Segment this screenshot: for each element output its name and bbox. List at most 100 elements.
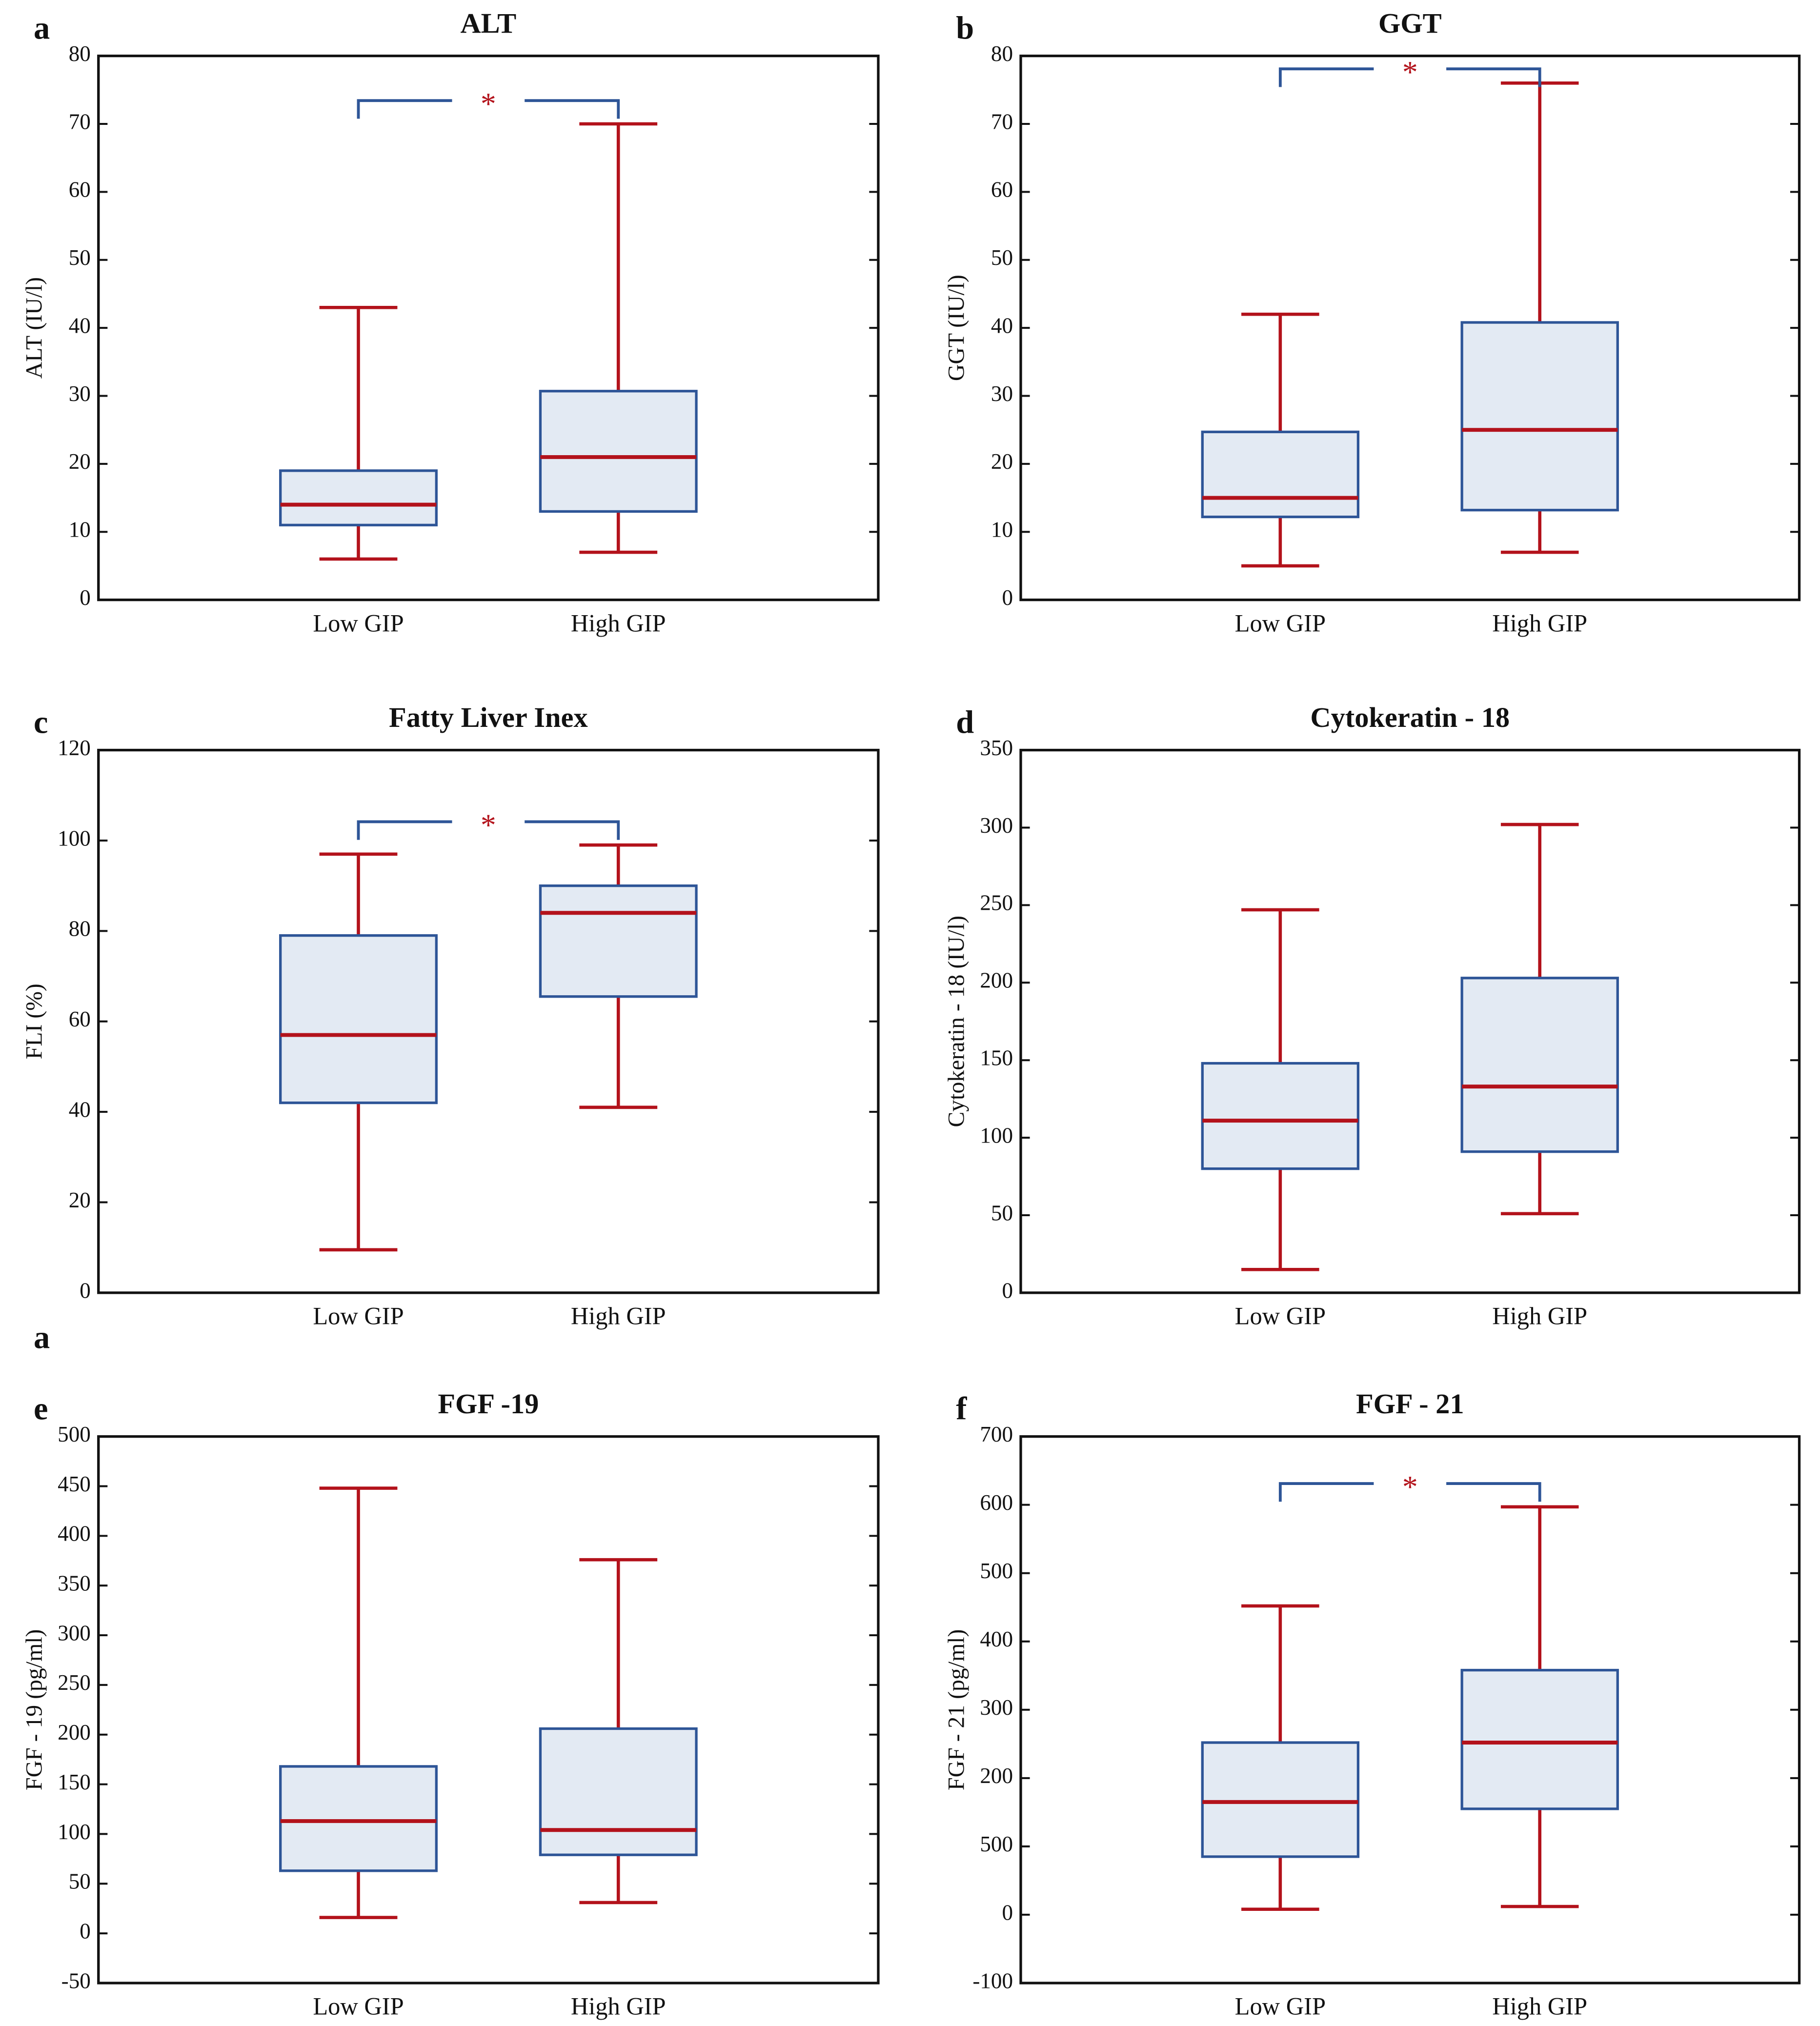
y-tick-label: 700 (980, 1422, 1013, 1446)
y-tick-label: 400 (58, 1522, 91, 1546)
box (279, 1765, 438, 1872)
y-tick-label: 50 (69, 245, 91, 270)
y-tick-label: 0 (80, 1278, 91, 1303)
y-axis-label: Cytokeratin - 18 (IU/l) (944, 916, 970, 1127)
chart-title: Fatty Liver Inex (389, 702, 588, 733)
plot-frame (97, 1435, 880, 1985)
box (1201, 1741, 1360, 1858)
y-tick-label: 500 (980, 1832, 1013, 1856)
y-tick-label: 200 (980, 1764, 1013, 1788)
box (1460, 977, 1619, 1153)
significance-marker: * (1402, 55, 1418, 89)
x-tick-label: High GIP (1492, 1993, 1587, 2020)
x-tick-label: Low GIP (313, 1993, 404, 2020)
significance-marker: * (481, 807, 496, 842)
panel-letter: d (956, 704, 974, 740)
box (1201, 1062, 1360, 1170)
plot-frame (97, 54, 880, 602)
box (539, 390, 698, 513)
x-tick-label: High GIP (1492, 1303, 1587, 1330)
y-tick-label: 200 (58, 1720, 91, 1745)
y-tick-label: 40 (991, 313, 1013, 338)
box (279, 469, 438, 526)
y-tick-label: 50 (991, 1201, 1013, 1225)
box (1460, 321, 1619, 512)
plot-frame (97, 748, 880, 1294)
y-tick-label: 60 (69, 178, 91, 202)
significance-bracket (357, 820, 620, 840)
y-tick-label: 20 (991, 449, 1013, 474)
y-tick-label: 300 (58, 1621, 91, 1645)
box (1460, 1668, 1619, 1810)
y-tick-label: 40 (69, 1098, 91, 1122)
y-tick-label: 30 (69, 381, 91, 406)
y-tick-label: 250 (58, 1670, 91, 1695)
significance-marker: * (1402, 1469, 1418, 1504)
chart-title: FGF - 21 (1356, 1388, 1464, 1420)
y-tick-label: 0 (1002, 1900, 1013, 1925)
y-tick-label: 10 (69, 518, 91, 542)
y-tick-label: 150 (58, 1770, 91, 1794)
y-tick-label: 70 (69, 109, 91, 134)
y-tick-label: 80 (991, 41, 1013, 66)
box (1201, 430, 1360, 519)
y-tick-label: 250 (980, 891, 1013, 915)
y-tick-label: 30 (991, 381, 1013, 406)
y-tick-label: 300 (980, 813, 1013, 838)
y-tick-label: 100 (58, 826, 91, 850)
y-tick-label: 80 (69, 41, 91, 66)
y-tick-label: 100 (58, 1820, 91, 1844)
x-tick-label: Low GIP (1235, 1303, 1326, 1330)
chart-title: FGF -19 (438, 1388, 539, 1420)
y-tick-label: 50 (991, 245, 1013, 270)
y-tick-label: -50 (61, 1968, 91, 1993)
significance-bracket (1278, 1482, 1541, 1502)
y-tick-label: 10 (991, 518, 1013, 542)
y-tick-label: 120 (58, 736, 91, 760)
plot-frame (1019, 1435, 1801, 1985)
x-tick-label: High GIP (571, 609, 666, 637)
y-tick-label: 350 (58, 1571, 91, 1596)
chart-title: GGT (1378, 7, 1442, 39)
y-tick-label: 450 (58, 1472, 91, 1496)
plot-frame (1019, 54, 1801, 602)
y-tick-label: 400 (980, 1627, 1013, 1651)
panel-letter: b (956, 10, 974, 46)
y-tick-label: 500 (980, 1559, 1013, 1583)
x-tick-label: High GIP (571, 1303, 666, 1330)
panel-letter: f (956, 1391, 967, 1426)
y-tick-label: 70 (991, 109, 1013, 134)
y-tick-label: -100 (972, 1968, 1013, 1993)
y-axis-label: FLI (%) (21, 983, 47, 1059)
y-tick-label: 150 (980, 1046, 1013, 1070)
y-tick-label: 100 (980, 1123, 1013, 1147)
y-axis-label: FGF - 19 (pg/ml) (21, 1629, 47, 1790)
panel-letter: c (34, 704, 48, 740)
x-tick-label: Low GIP (1235, 1993, 1326, 2020)
chart-title: ALT (461, 7, 517, 39)
chart-title: Cytokeratin - 18 (1310, 702, 1510, 733)
y-tick-label: 80 (69, 917, 91, 941)
y-tick-label: 40 (69, 313, 91, 338)
y-tick-label: 500 (58, 1422, 91, 1446)
x-tick-label: High GIP (571, 1993, 666, 2020)
y-tick-label: 0 (80, 1919, 91, 1943)
box (539, 884, 698, 998)
y-tick-label: 0 (1002, 1278, 1013, 1303)
y-tick-label: 350 (980, 736, 1013, 760)
significance-bracket (1278, 67, 1541, 87)
y-tick-label: 300 (980, 1695, 1013, 1720)
significance-marker: * (481, 86, 496, 121)
y-axis-label: FGF - 21 (pg/ml) (944, 1629, 970, 1790)
box (539, 1727, 698, 1856)
panel-letter: a (34, 10, 50, 46)
significance-bracket (357, 99, 620, 119)
x-tick-label: Low GIP (313, 1303, 404, 1330)
y-tick-label: 50 (69, 1869, 91, 1894)
y-tick-label: 0 (1002, 585, 1013, 610)
y-tick-label: 20 (69, 449, 91, 474)
y-tick-label: 60 (991, 178, 1013, 202)
y-axis-label: ALT (IU/l) (21, 277, 47, 379)
